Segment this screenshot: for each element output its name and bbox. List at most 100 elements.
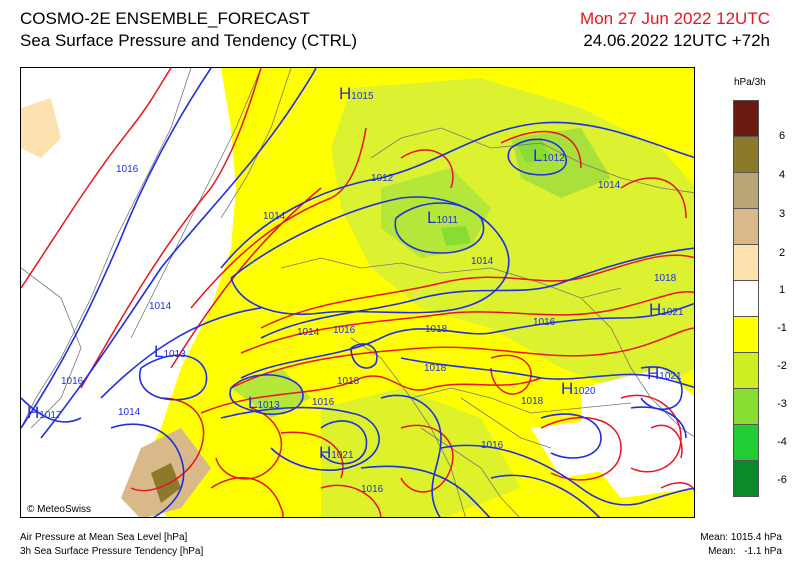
pressure-center: L1013 bbox=[248, 393, 280, 412]
legend-label: -2 bbox=[777, 360, 787, 372]
svg-text:L1012: L1012 bbox=[533, 146, 565, 165]
isobar-label: 1016 bbox=[481, 440, 504, 451]
legend-label: 2 bbox=[778, 247, 786, 259]
forecast-map: 1016 1014 1012 1014 1014 1014 1014 1016 … bbox=[20, 67, 695, 518]
footer-left: Air Pressure at Mean Sea Level [hPa] 3h … bbox=[20, 531, 203, 559]
svg-text:H1015: H1015 bbox=[339, 84, 374, 103]
map-canvas: 1016 1014 1012 1014 1014 1014 1014 1016 … bbox=[21, 68, 694, 517]
isobar-label: 1014 bbox=[471, 256, 494, 267]
isobar-label: 1014 bbox=[149, 301, 172, 312]
center-value: 1021 bbox=[331, 450, 354, 461]
mean-pressure: Mean: 1015.4 hPa bbox=[700, 532, 782, 543]
svg-text:H1021: H1021 bbox=[649, 300, 684, 319]
pressure-center: L1013 bbox=[154, 342, 186, 361]
isobar-label: 1012 bbox=[371, 173, 394, 184]
title-block: COSMO-2E ENSEMBLE_FORECAST Sea Surface P… bbox=[20, 8, 357, 52]
isobar-label: 1016 bbox=[361, 484, 384, 495]
svg-text:L1013: L1013 bbox=[248, 393, 280, 412]
legend-box bbox=[733, 352, 759, 389]
center-value: 1020 bbox=[573, 386, 596, 397]
isobar-label: 1018 bbox=[521, 396, 544, 407]
center-value: 1017 bbox=[39, 410, 62, 421]
isobar-labels: 1016 1014 1012 1014 1014 1014 1014 1016 … bbox=[61, 164, 677, 495]
isobar-label: 1016 bbox=[533, 317, 556, 328]
valid-time: Mon 27 Jun 2022 12UTC bbox=[580, 9, 770, 28]
isobar-label: 1016 bbox=[61, 376, 84, 387]
center-value: 1021 bbox=[659, 371, 682, 382]
legend-label: -6 bbox=[777, 474, 787, 486]
mean-tendency: Mean: -1.1 hPa bbox=[708, 546, 782, 557]
isobar-label: 1016 bbox=[333, 325, 356, 336]
center-type: H bbox=[339, 84, 351, 103]
legend-label: 4 bbox=[778, 169, 786, 181]
center-value: 1013 bbox=[163, 349, 186, 360]
center-value: 1015 bbox=[351, 91, 374, 102]
legend-unit: hPa/3h bbox=[734, 77, 766, 88]
tendency-contours-layer bbox=[21, 68, 694, 517]
isobar-label: 1018 bbox=[654, 273, 677, 284]
pressure-center: L1011 bbox=[427, 208, 458, 227]
legend-box bbox=[733, 100, 759, 137]
tendency-caption: 3h Sea Surface Pressure Tendency [hPa] bbox=[20, 546, 204, 557]
isobars-layer bbox=[21, 68, 694, 517]
footer-right: Mean: 1015.4 hPa Mean: -1.1 hPa bbox=[700, 531, 782, 559]
center-value: 1011 bbox=[436, 215, 458, 226]
isobar-label: 1018 bbox=[424, 363, 447, 374]
legend-label: 6 bbox=[778, 130, 786, 142]
center-type: L bbox=[427, 208, 436, 227]
pressure-center: H1015 bbox=[339, 84, 374, 103]
legend-box bbox=[733, 172, 759, 209]
date-block: Mon 27 Jun 2022 12UTC 24.06.2022 12UTC +… bbox=[580, 8, 770, 52]
isobar-label: 1018 bbox=[425, 324, 448, 335]
center-value: 1021 bbox=[661, 307, 684, 318]
legend-box bbox=[733, 460, 759, 497]
center-type: H bbox=[647, 364, 659, 383]
legend-label: -1 bbox=[777, 322, 787, 334]
center-type: H bbox=[561, 379, 573, 398]
center-type: H bbox=[27, 403, 39, 422]
legend-label: 3 bbox=[778, 208, 786, 220]
pressure-caption: Air Pressure at Mean Sea Level [hPa] bbox=[20, 532, 188, 543]
center-type: L bbox=[248, 393, 257, 412]
isobar-label: 1014 bbox=[598, 180, 621, 191]
tendency-legend bbox=[733, 100, 759, 497]
center-type: L bbox=[154, 342, 163, 361]
legend-box bbox=[733, 208, 759, 245]
svg-text:H1021: H1021 bbox=[647, 364, 682, 383]
legend-box bbox=[733, 136, 759, 173]
svg-text:H1020: H1020 bbox=[561, 379, 596, 398]
isobar-label: 1014 bbox=[118, 407, 141, 418]
center-type: L bbox=[533, 146, 542, 165]
pressure-center: H1021 bbox=[647, 364, 682, 383]
pressure-centers: H1015 L1012 L1011 H1021 L1013 H1017 L101… bbox=[27, 84, 684, 462]
legend-box bbox=[733, 316, 759, 353]
isobar-label: 1014 bbox=[297, 327, 320, 338]
svg-text:H1021: H1021 bbox=[319, 443, 354, 462]
copyright-notice: © MeteoSwiss bbox=[25, 504, 94, 515]
legend-box bbox=[733, 280, 759, 317]
legend-box bbox=[733, 424, 759, 461]
pressure-center: H1017 bbox=[27, 403, 62, 422]
pressure-center: H1021 bbox=[649, 300, 684, 319]
isobar-label: 1018 bbox=[337, 376, 360, 387]
center-value: 1013 bbox=[257, 400, 280, 411]
model-title: COSMO-2E ENSEMBLE_FORECAST bbox=[20, 9, 311, 28]
svg-text:L1011: L1011 bbox=[427, 208, 458, 227]
tendency-fill-layer bbox=[21, 68, 694, 517]
isobar-label: 1014 bbox=[263, 211, 286, 222]
svg-text:H1017: H1017 bbox=[27, 403, 62, 422]
legend-label: -3 bbox=[777, 398, 787, 410]
pressure-center: H1020 bbox=[561, 379, 596, 398]
isobar-label: 1016 bbox=[312, 397, 335, 408]
run-time: 24.06.2022 12UTC +72h bbox=[583, 31, 770, 50]
isobar-label: 1016 bbox=[116, 164, 139, 175]
legend-label: -4 bbox=[777, 436, 787, 448]
pressure-center: H1021 bbox=[319, 443, 354, 462]
center-type: H bbox=[649, 300, 661, 319]
legend-box bbox=[733, 388, 759, 425]
center-value: 1012 bbox=[542, 153, 565, 164]
legend-box bbox=[733, 244, 759, 281]
legend-label: 1 bbox=[778, 284, 786, 296]
pressure-center: L1012 bbox=[533, 146, 565, 165]
product-subtitle: Sea Surface Pressure and Tendency (CTRL) bbox=[20, 31, 358, 50]
